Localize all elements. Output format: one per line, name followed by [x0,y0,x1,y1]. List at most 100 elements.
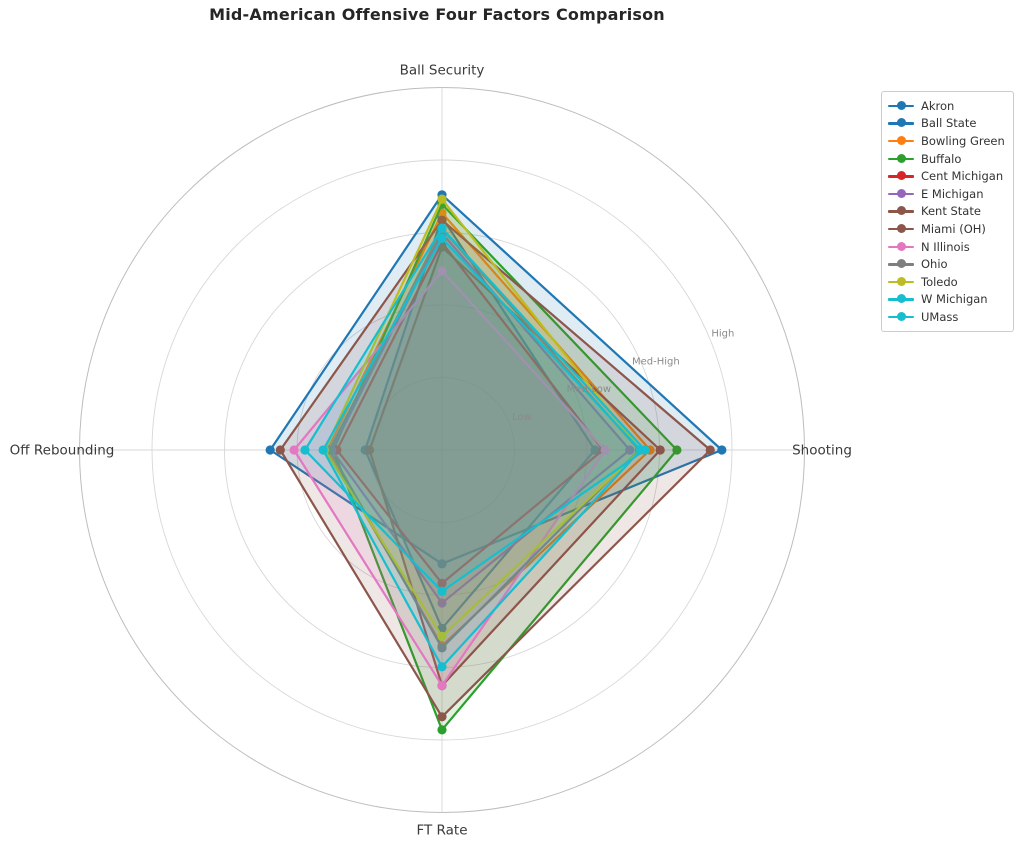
series-fill-ohio [329,228,640,648]
series-marker-n-illinois [600,445,610,455]
series-marker-miami-oh [437,215,447,225]
radial-tick-label: High [711,329,734,340]
series-marker-umass [636,445,646,455]
legend: Akron Ball State Bowling Green Buffalo Cent … [881,91,1014,332]
legend-label: N Illinois [921,239,970,254]
legend-dot-icon [896,118,906,128]
series-marker-buffalo [437,725,447,735]
legend-dot-icon [896,259,906,269]
series-marker-w-michigan [437,586,447,596]
legend-dot-icon [896,171,906,181]
series-marker-ball-state [590,445,600,455]
legend-label: Cent Michigan [921,169,1004,184]
series-marker-kent-state [437,242,447,252]
series-fill-ball-state [365,217,595,629]
legend-dot-icon [896,241,906,251]
series-marker-ohio [437,643,447,653]
series-marker-akron [717,445,727,455]
legend-dot-icon [896,100,906,110]
legend-item-miami-oh: Miami (OH) [888,220,1007,238]
legend-marker-ball-state [888,118,914,128]
series-fill-w-michigan [305,228,645,592]
legend-dot-icon [896,223,906,233]
legend-marker-buffalo [888,153,914,164]
legend-marker-akron [888,100,914,111]
legend-marker-bowling-green [888,135,914,146]
radial-tick-label: Low [512,412,532,423]
series-marker-n-illinois [289,445,299,455]
series-marker-cent-michigan [437,578,447,589]
legend-label: Akron [921,98,955,113]
legend-marker-kent-state [888,206,914,216]
legend-item-n-illinois: N Illinois [888,238,1007,256]
legend-label: E Michigan [921,186,984,201]
series-marker-miami-oh [275,445,285,455]
series-marker-miami-oh [705,445,715,455]
radial-tick-label: Med-Low [567,384,611,395]
legend-marker-e-michigan [888,188,914,199]
series-marker-akron [265,445,275,455]
legend-marker-umass [888,311,914,322]
category-label: Ball Security [400,63,485,79]
legend-label: Ball State [921,116,977,131]
legend-item-kent-state: Kent State [888,203,1007,221]
legend-dot-icon [896,294,906,304]
legend-marker-ohio [888,259,914,269]
legend-item-e-michigan: E Michigan [888,185,1007,203]
legend-item-ball-state: Ball State [888,115,1007,133]
legend-label: Toledo [921,274,958,289]
radial-tick-label: Med-High [632,356,680,367]
legend-dot-icon [896,188,906,198]
legend-dot-icon [896,153,906,163]
legend-marker-w-michigan [888,294,914,304]
series-marker-toledo [437,194,447,204]
legend-dot-icon [896,206,906,216]
legend-item-toledo: Toledo [888,273,1007,291]
series-marker-kent-state [655,445,665,455]
series-marker-e-michigan [625,445,635,455]
series-marker-umass [437,233,447,243]
series-marker-toledo [437,631,447,641]
legend-dot-icon [896,311,906,321]
series-marker-umass [437,662,447,672]
legend-item-w-michigan: W Michigan [888,291,1007,309]
category-label: Shooting [792,443,852,459]
series-marker-akron [437,559,447,569]
series-marker-umass [318,445,328,455]
series-fill-kent-state [369,247,661,686]
series-marker-n-illinois [437,266,447,276]
series-fill-umass [323,238,641,667]
legend-item-buffalo: Buffalo [888,150,1007,168]
series-fill-n-illinois [294,270,606,686]
legend-label: Ohio [921,257,948,272]
legend-item-ohio: Ohio [888,255,1007,273]
legend-item-bowling-green: Bowling Green [888,132,1007,150]
chart-title: Mid-American Offensive Four Factors Comp… [209,5,665,24]
legend-dot-icon [896,276,906,286]
series-marker-buffalo [672,445,682,455]
series-marker-kent-state [364,445,375,455]
legend-label: Bowling Green [921,133,1005,148]
legend-item-akron: Akron [888,97,1007,115]
series-marker-miami-oh [437,712,447,722]
legend-marker-toledo [888,276,914,287]
legend-label: Kent State [921,204,981,219]
legend-label: W Michigan [921,292,988,307]
legend-dot-icon [896,135,906,145]
category-label: FT Rate [416,823,467,839]
series-fill-akron [270,194,722,564]
series-marker-n-illinois [437,681,447,691]
legend-marker-n-illinois [888,241,914,252]
legend-marker-cent-michigan [888,171,914,181]
legend-item-cent-michigan: Cent Michigan [888,167,1007,185]
legend-label: Miami (OH) [921,221,986,236]
series-fill-miami-oh [280,220,711,717]
legend-label: Buffalo [921,151,962,166]
legend-item-umass: UMass [888,308,1007,326]
series-marker-w-michigan [437,223,447,233]
category-label: Off Rebounding [10,443,115,459]
legend-label: UMass [921,309,959,324]
series-marker-e-michigan [437,598,447,608]
